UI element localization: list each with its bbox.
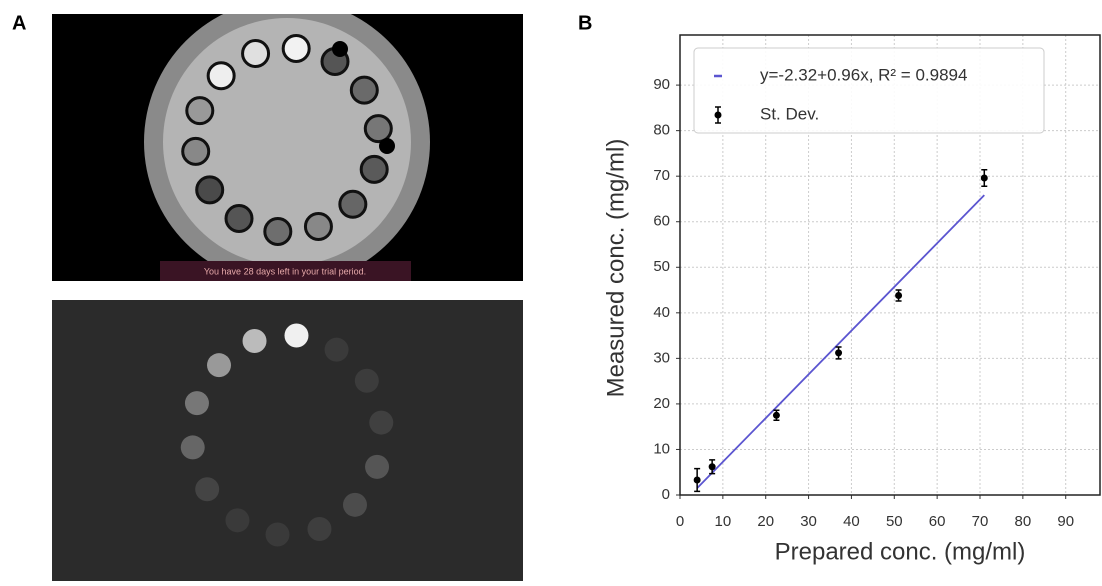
vial — [242, 329, 267, 354]
vial — [365, 454, 390, 479]
y-tick-label: 60 — [653, 213, 670, 230]
vial — [284, 323, 309, 348]
y-tick-label: 70 — [653, 167, 670, 184]
x-tick-label: 50 — [886, 513, 903, 530]
x-axis-label: Prepared conc. (mg/ml) — [775, 538, 1026, 565]
x-tick-label: 30 — [800, 513, 817, 530]
x-tick-label: 60 — [929, 513, 946, 530]
ct-image-top: You have 28 days left in your trial peri… — [52, 14, 523, 281]
legend-label: y=-2.32+0.96x, R² = 0.9894 — [760, 65, 967, 84]
trial-notice: You have 28 days left in your trial peri… — [204, 266, 366, 276]
vial — [363, 114, 393, 144]
vial — [195, 477, 220, 502]
vial — [184, 391, 209, 416]
y-tick-label: 40 — [653, 304, 670, 321]
y-tick-label: 0 — [662, 486, 670, 503]
x-tick-label: 20 — [757, 513, 774, 530]
vial — [342, 492, 367, 517]
vial — [332, 41, 348, 57]
vial — [241, 39, 271, 69]
vial — [224, 203, 254, 233]
data-point — [772, 411, 780, 419]
vial — [265, 522, 290, 547]
vial — [263, 217, 293, 247]
vial — [195, 175, 225, 205]
vial — [206, 61, 236, 91]
vial — [225, 508, 250, 533]
y-tick-label: 90 — [653, 76, 670, 93]
vial — [207, 353, 232, 378]
x-tick-label: 0 — [676, 513, 684, 530]
vial — [181, 136, 211, 166]
vial — [303, 211, 333, 241]
vial — [324, 337, 349, 362]
x-tick-label: 90 — [1057, 513, 1074, 530]
y-tick-label: 10 — [653, 440, 670, 457]
vial — [185, 96, 215, 126]
data-point — [980, 174, 988, 182]
x-tick-label: 10 — [715, 513, 732, 530]
x-tick-label: 70 — [972, 513, 989, 530]
y-tick-label: 50 — [653, 258, 670, 275]
vial — [359, 154, 389, 184]
data-point — [708, 463, 716, 471]
legend-swatch — [714, 111, 722, 119]
y-tick-label: 80 — [653, 122, 670, 139]
y-axis-label: Measured conc. (mg/ml) — [602, 139, 629, 398]
legend-box — [693, 47, 1045, 134]
chart: 0 10 20 30 40 50 60 70 80 90 0 10 20 30 40 50 60 70 80 90 Pr… — [602, 34, 1101, 565]
fit-line — [696, 194, 985, 489]
vial — [281, 33, 311, 63]
panel-label: A — [12, 12, 26, 34]
data-point — [895, 292, 903, 300]
data-point — [835, 349, 843, 357]
plot-frame — [679, 34, 1101, 496]
y-tick-label: 20 — [653, 395, 670, 412]
panel-label: B — [578, 12, 592, 34]
vial — [338, 189, 368, 219]
x-tick-label: 80 — [1015, 513, 1032, 530]
x-tick-label: 40 — [843, 513, 860, 530]
vial — [354, 368, 379, 393]
ct-image-bottom — [52, 300, 523, 581]
y-tick-label: 30 — [653, 349, 670, 366]
vial — [369, 410, 394, 435]
legend-label: St. Dev. — [760, 104, 819, 123]
vial — [307, 516, 332, 541]
data-point — [693, 476, 701, 484]
vial — [180, 435, 205, 460]
vial — [349, 75, 379, 105]
vial — [379, 138, 395, 154]
